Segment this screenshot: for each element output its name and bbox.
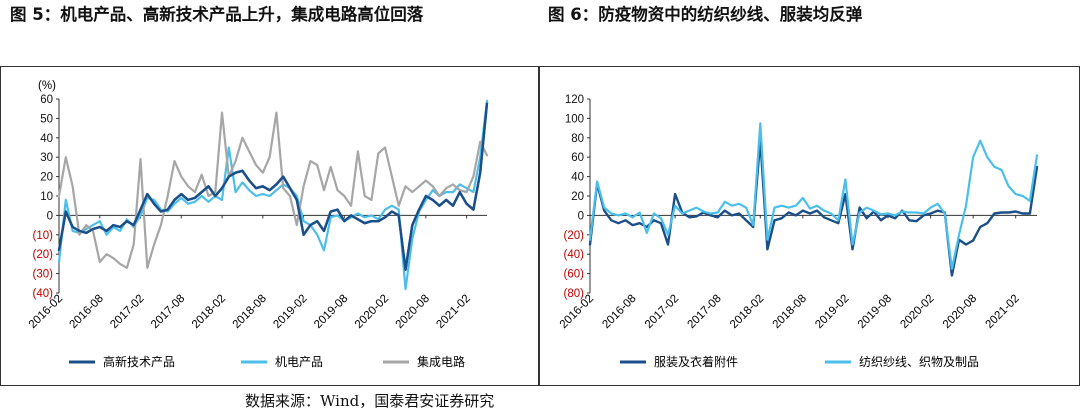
x-tick-label: 2020-02 (353, 293, 391, 331)
series-line-1-overlay (57, 102, 489, 271)
y-tick-label: (10) (33, 230, 54, 242)
x-tick-label: 2017-08 (685, 293, 723, 331)
chart-title-left: 图 5：机电产品、高新技术产品上升，集成电路高位回落 (10, 5, 424, 24)
x-tick-label: 2016-08 (600, 293, 638, 331)
legend-label: 集成电路 (417, 354, 465, 369)
y-tick-label: 20 (40, 172, 53, 184)
legend-label: 服装及衣着附件 (654, 354, 738, 369)
chart-title-right: 图 6：防疫物资中的纺织纱线、服装均反弹 (548, 5, 863, 24)
legend-label: 机电产品 (275, 355, 323, 369)
y-tick-label: 50 (40, 113, 53, 125)
x-tick-label: 2017-08 (149, 293, 187, 331)
x-tick-label: 2019-02 (813, 293, 851, 331)
chart-panel-right: 120 100 80 60 40 20 0 (20) (40) (60) (80) 2016-02 20… (539, 66, 1080, 386)
y-tick-label: 40 (40, 133, 53, 145)
y-tick-label: 100 (565, 113, 584, 125)
x-tick-label: 2020-08 (941, 293, 979, 331)
y-tick-label: 20 (571, 191, 584, 203)
y-tick-label: (20) (33, 249, 54, 261)
x-tick-label: 2018-08 (231, 293, 269, 331)
legend-label: 纺织纱线、织物及制品 (859, 355, 979, 369)
x-tick-label: 2016-08 (68, 293, 106, 331)
y-tick-label: (40) (33, 288, 54, 300)
x-tick-label: 2018-02 (728, 293, 766, 331)
x-tick-label: 2021-02 (434, 293, 472, 331)
chart-panel-left: (%) 60 50 40 30 20 10 0 (10) (20) (30) (40) 2016-02 2… (0, 66, 539, 386)
series-line-3 (57, 111, 489, 269)
series-line-2 (588, 122, 1039, 270)
x-tick-label: 2018-08 (771, 293, 809, 331)
x-tick-label: 2021-02 (983, 293, 1021, 331)
y-tick-label: 60 (40, 94, 53, 106)
x-tick-label: 2017-02 (108, 293, 146, 331)
y-tick-label: 80 (571, 133, 584, 145)
y-tick-label: 30 (40, 152, 53, 164)
y-tick-label: (20) (564, 230, 585, 242)
legend-label: 高新技术产品 (103, 354, 175, 369)
x-tick-label: 2019-08 (312, 293, 350, 331)
x-tick-label: 2017-02 (643, 293, 681, 331)
x-tick-label: 2020-08 (394, 293, 432, 331)
y-tick-label: 0 (47, 210, 53, 222)
x-tick-label: 2019-02 (271, 293, 309, 331)
data-source-note: 数据来源：Wind，国泰君安证券研究 (245, 392, 495, 410)
x-tick-label: 2018-02 (190, 293, 228, 331)
y-tick-label: (40) (564, 249, 585, 261)
y-tick-label: (30) (33, 269, 54, 281)
y-tick-label: 60 (571, 152, 584, 164)
y-unit-label: (%) (38, 80, 56, 92)
y-tick-label: 40 (571, 172, 584, 184)
x-tick-label: 2020-02 (898, 293, 936, 331)
y-tick-label: 10 (40, 191, 53, 203)
series-line-1 (588, 138, 1039, 277)
y-tick-label: 0 (578, 210, 584, 222)
y-tick-label: (80) (564, 288, 585, 300)
y-tick-label: 120 (565, 94, 584, 106)
x-tick-label: 2019-08 (856, 293, 894, 331)
y-tick-label: (60) (564, 269, 585, 281)
